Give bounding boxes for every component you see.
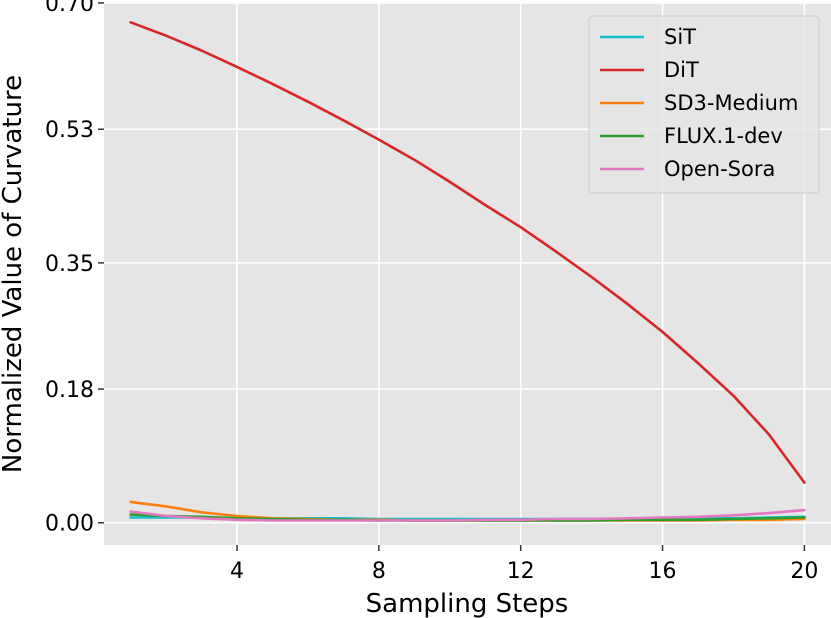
- y-tick-label: 0.18: [45, 378, 94, 403]
- x-tick-label: 16: [649, 559, 677, 584]
- x-tick-label: 8: [372, 559, 386, 584]
- y-tick-label: 0.53: [45, 118, 94, 143]
- x-tick-label: 12: [507, 559, 535, 584]
- y-tick-label: 0.70: [45, 0, 94, 17]
- y-axis-label: Normalized Value of Curvature: [0, 75, 28, 473]
- series-line-dit: [129, 20, 806, 484]
- series-line-open-sora: [129, 508, 806, 522]
- y-tick-label: 0.00: [45, 512, 94, 537]
- legend: [588, 15, 820, 194]
- y-tick-label: 0.35: [45, 252, 94, 277]
- x-tick-label: 4: [230, 559, 244, 584]
- legend-label: DiT: [664, 58, 699, 82]
- x-axis-label: Sampling Steps: [366, 589, 569, 618]
- x-tick-label: 20: [790, 559, 818, 584]
- legend-label: Open-Sora: [664, 157, 775, 181]
- legend-label: SD3-Medium: [664, 91, 798, 115]
- legend-label: FLUX.1-dev: [664, 124, 783, 148]
- legend-label: SiT: [664, 25, 696, 49]
